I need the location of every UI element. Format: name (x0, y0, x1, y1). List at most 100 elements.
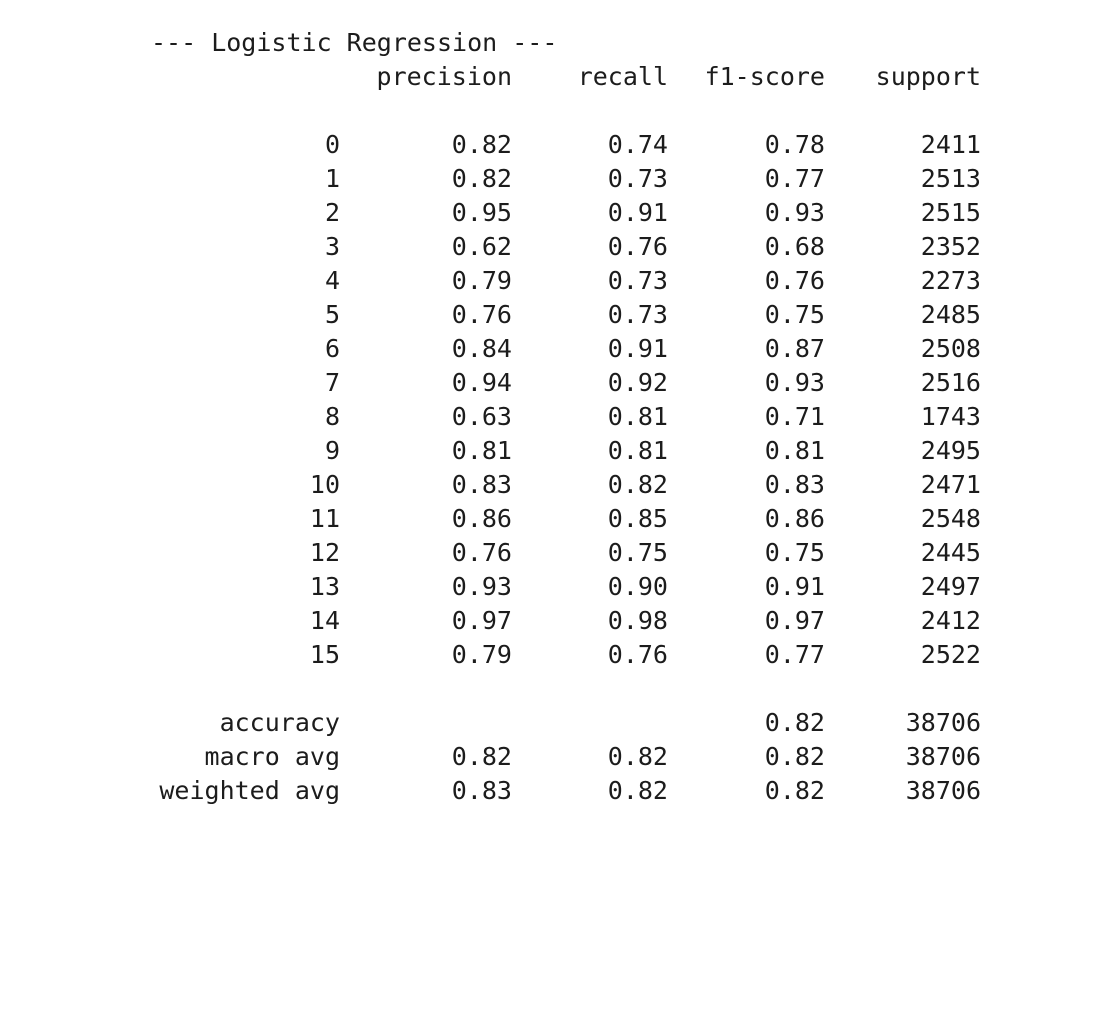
weighted-avg-support: 38706 (905, 776, 981, 805)
class-row: 5 0.76 0.73 0.75 2485 (0, 298, 1110, 332)
precision-value: 0.83 (451, 470, 512, 499)
class-row: 6 0.84 0.91 0.87 2508 (0, 332, 1110, 366)
class-row: 3 0.62 0.76 0.68 2352 (0, 230, 1110, 264)
precision-value: 0.82 (451, 164, 512, 193)
class-label: 3 (324, 232, 340, 261)
f1-score-value: 0.77 (764, 164, 825, 193)
recall-value: 0.91 (607, 198, 668, 227)
class-row: 14 0.97 0.98 0.97 2412 (0, 604, 1110, 638)
macro-avg-precision: 0.82 (451, 742, 512, 771)
accuracy-f1-score: 0.82 (764, 708, 825, 737)
macro-avg-recall: 0.82 (607, 742, 668, 771)
support-value: 2515 (920, 198, 981, 227)
f1-score-value: 0.87 (764, 334, 825, 363)
weighted-avg-f1-score: 0.82 (764, 776, 825, 805)
f1-score-value: 0.71 (764, 402, 825, 431)
recall-value: 0.74 (607, 130, 668, 159)
weighted-avg-recall: 0.82 (607, 776, 668, 805)
f1-score-value: 0.93 (764, 368, 825, 397)
f1-score-value: 0.83 (764, 470, 825, 499)
class-row: 12 0.76 0.75 0.75 2445 (0, 536, 1110, 570)
f1-score-value: 0.68 (764, 232, 825, 261)
f1-score-value: 0.76 (764, 266, 825, 295)
support-value: 2508 (920, 334, 981, 363)
class-label: 11 (309, 504, 340, 533)
class-label: 0 (324, 130, 340, 159)
weighted-avg-row: weighted avg 0.83 0.82 0.82 38706 (0, 774, 1110, 808)
f1-score-value: 0.77 (764, 640, 825, 669)
precision-value: 0.94 (451, 368, 512, 397)
class-row: 11 0.86 0.85 0.86 2548 (0, 502, 1110, 536)
precision-value: 0.63 (451, 402, 512, 431)
class-label: 1 (324, 164, 340, 193)
class-label: 8 (324, 402, 340, 431)
blank-line (0, 94, 1110, 128)
precision-value: 0.79 (451, 640, 512, 669)
precision-value: 0.84 (451, 334, 512, 363)
class-rows: 0 0.82 0.74 0.78 2411 1 0.82 0.73 0.77 2513 2 0.95 0… (0, 128, 1110, 672)
precision-value: 0.76 (451, 538, 512, 567)
class-label: 13 (309, 572, 340, 601)
recall-value: 0.82 (607, 470, 668, 499)
class-label: 14 (309, 606, 340, 635)
recall-value: 0.76 (607, 640, 668, 669)
precision-value: 0.97 (451, 606, 512, 635)
support-value: 1743 (920, 402, 981, 431)
f1-score-value: 0.86 (764, 504, 825, 533)
recall-value: 0.73 (607, 266, 668, 295)
support-value: 2497 (920, 572, 981, 601)
f1-score-value: 0.75 (764, 538, 825, 567)
macro-avg-row: macro avg 0.82 0.82 0.82 38706 (0, 740, 1110, 774)
f1-score-value: 0.78 (764, 130, 825, 159)
recall-value: 0.75 (607, 538, 668, 567)
recall-value: 0.92 (607, 368, 668, 397)
class-label: 12 (309, 538, 340, 567)
support-value: 2412 (920, 606, 981, 635)
precision-value: 0.95 (451, 198, 512, 227)
header-recall: recall (577, 62, 668, 91)
recall-value: 0.76 (607, 232, 668, 261)
header-f1-score: f1-score (704, 62, 825, 91)
precision-value: 0.62 (451, 232, 512, 261)
precision-value: 0.86 (451, 504, 512, 533)
recall-value: 0.98 (607, 606, 668, 635)
f1-score-value: 0.81 (764, 436, 825, 465)
class-row: 4 0.79 0.73 0.76 2273 (0, 264, 1110, 298)
precision-value: 0.82 (451, 130, 512, 159)
header-row: precision recall f1-score support (0, 60, 1110, 94)
class-row: 13 0.93 0.90 0.91 2497 (0, 570, 1110, 604)
class-row: 2 0.95 0.91 0.93 2515 (0, 196, 1110, 230)
class-row: 9 0.81 0.81 0.81 2495 (0, 434, 1110, 468)
support-value: 2471 (920, 470, 981, 499)
class-label: 6 (324, 334, 340, 363)
recall-value: 0.81 (607, 402, 668, 431)
f1-score-value: 0.75 (764, 300, 825, 329)
class-label: 2 (324, 198, 340, 227)
f1-score-value: 0.91 (764, 572, 825, 601)
class-label: 15 (309, 640, 340, 669)
macro-avg-f1-score: 0.82 (764, 742, 825, 771)
support-value: 2485 (920, 300, 981, 329)
precision-value: 0.76 (451, 300, 512, 329)
support-value: 2522 (920, 640, 981, 669)
report-title-line: --- Logistic Regression --- (0, 26, 1110, 60)
class-row: 15 0.79 0.76 0.77 2522 (0, 638, 1110, 672)
class-label: 4 (324, 266, 340, 295)
class-label: 9 (324, 436, 340, 465)
accuracy-row: accuracy 0.82 38706 (0, 706, 1110, 740)
recall-value: 0.90 (607, 572, 668, 601)
support-value: 2495 (920, 436, 981, 465)
report-title: --- Logistic Regression --- (151, 28, 558, 57)
class-row: 10 0.83 0.82 0.83 2471 (0, 468, 1110, 502)
precision-value: 0.93 (451, 572, 512, 601)
accuracy-support: 38706 (905, 708, 981, 737)
support-value: 2352 (920, 232, 981, 261)
class-label: 5 (324, 300, 340, 329)
recall-value: 0.85 (607, 504, 668, 533)
macro-avg-label: macro avg (204, 742, 340, 771)
class-row: 8 0.63 0.81 0.71 1743 (0, 400, 1110, 434)
precision-value: 0.81 (451, 436, 512, 465)
class-row: 1 0.82 0.73 0.77 2513 (0, 162, 1110, 196)
class-row: 0 0.82 0.74 0.78 2411 (0, 128, 1110, 162)
recall-value: 0.73 (607, 164, 668, 193)
